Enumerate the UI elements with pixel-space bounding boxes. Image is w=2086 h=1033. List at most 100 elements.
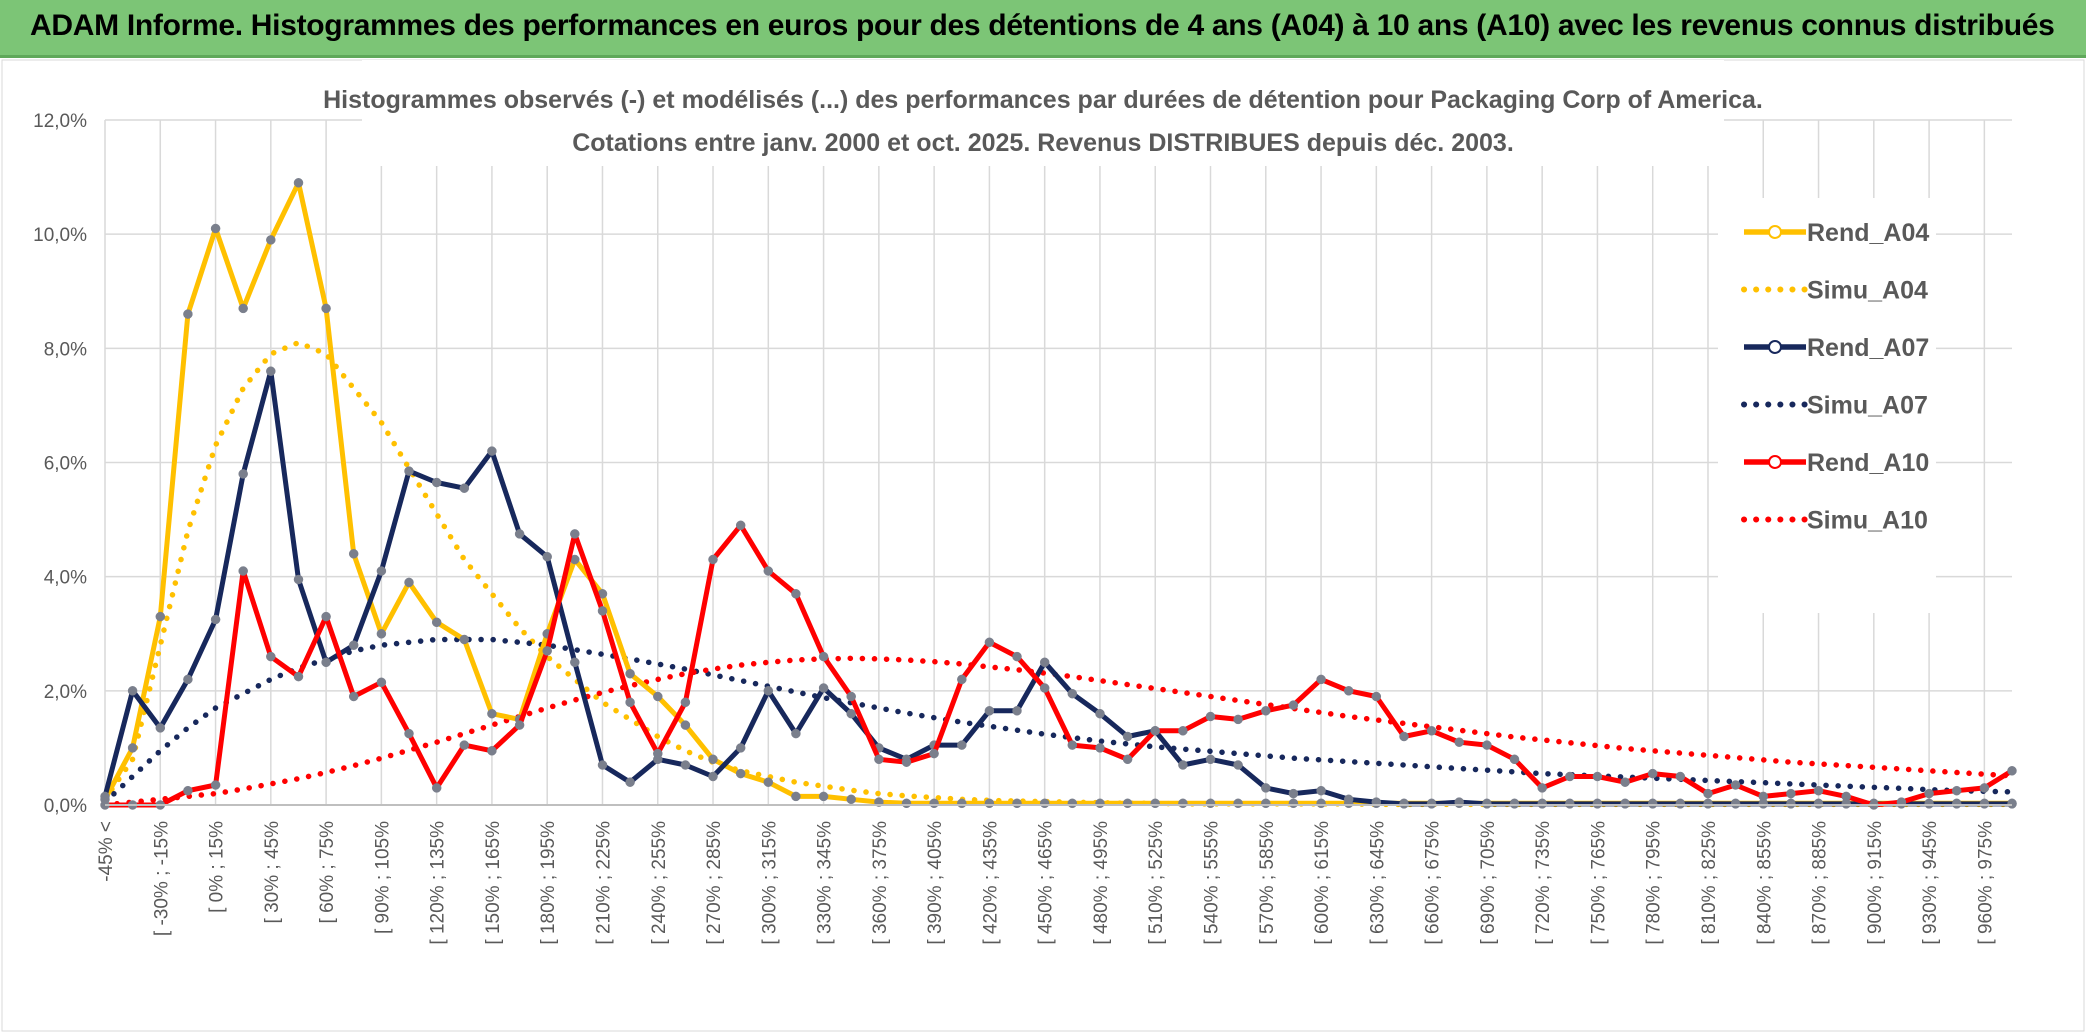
point-rend-a07 bbox=[348, 640, 359, 650]
point-rend-a04 bbox=[155, 611, 166, 622]
point-rend-a10 bbox=[1150, 726, 1160, 736]
point-rend-a04 bbox=[1288, 798, 1299, 809]
point-rend-a07 bbox=[1647, 799, 1658, 809]
x-tick-label: -45% < bbox=[96, 821, 117, 882]
point-rend-a07 bbox=[570, 657, 580, 668]
point-rend-a10 bbox=[293, 671, 304, 682]
point-rend-a07 bbox=[1509, 799, 1520, 809]
point-rend-a10 bbox=[1095, 743, 1105, 753]
point-rend-a10 bbox=[266, 651, 276, 662]
point-rend-a07 bbox=[1730, 799, 1741, 809]
x-tick-label: [ 570% ; 585% bbox=[1257, 821, 1278, 945]
series-line-rend-a07 bbox=[102, 368, 2012, 807]
x-tick-label: [ 930% ; 945% bbox=[1920, 821, 1941, 945]
point-rend-a04 bbox=[1178, 798, 1188, 809]
point-rend-a07 bbox=[1786, 799, 1796, 809]
point-rend-a10 bbox=[818, 651, 829, 662]
point-rend-a10 bbox=[653, 748, 663, 759]
point-rend-a10 bbox=[1482, 740, 1492, 750]
point-rend-a10 bbox=[1316, 674, 1326, 685]
point-rend-a07 bbox=[1703, 799, 1713, 809]
point-rend-a10 bbox=[1509, 754, 1520, 765]
point-rend-a10 bbox=[1786, 788, 1796, 799]
x-tick-label: [ 750% ; 765% bbox=[1588, 821, 1609, 945]
point-rend-a10 bbox=[1620, 777, 1630, 787]
point-rend-a04 bbox=[1233, 798, 1243, 809]
point-rend-a07 bbox=[1675, 799, 1686, 809]
x-tick-label: [ 720% ; 735% bbox=[1533, 821, 1554, 945]
point-rend-a10 bbox=[791, 589, 801, 599]
point-rend-a07 bbox=[183, 674, 193, 685]
point-rend-a04 bbox=[348, 549, 359, 559]
legend-label-rend-a04: Rend_A04 bbox=[1807, 219, 1929, 247]
point-rend-a07 bbox=[1426, 799, 1437, 809]
point-rend-a04 bbox=[321, 303, 331, 314]
point-rend-a07 bbox=[597, 760, 608, 770]
point-rend-a07 bbox=[1979, 799, 1990, 809]
x-tick-label: [ 150% ; 165% bbox=[483, 821, 504, 945]
point-rend-a04 bbox=[763, 777, 774, 787]
x-tick-label: [ 270% ; 285% bbox=[704, 821, 725, 945]
point-rend-a07 bbox=[708, 771, 718, 782]
point-rend-a07 bbox=[514, 529, 525, 539]
point-rend-a07 bbox=[293, 574, 304, 585]
x-tick-label: [ 840% ; 855% bbox=[1754, 821, 1775, 945]
point-rend-a04 bbox=[1261, 798, 1271, 809]
point-rend-a10 bbox=[459, 740, 470, 750]
x-tick-label: [ -30% ; -15% bbox=[151, 821, 172, 936]
point-rend-a04 bbox=[846, 794, 856, 805]
series-line-simu-a10 bbox=[102, 655, 2015, 808]
point-rend-a10 bbox=[1288, 700, 1299, 710]
point-rend-a10 bbox=[1067, 740, 1078, 750]
point-rend-a10 bbox=[404, 728, 414, 739]
point-rend-a04 bbox=[1150, 798, 1160, 809]
point-rend-a04 bbox=[1067, 798, 1078, 809]
point-rend-a10 bbox=[901, 757, 912, 767]
point-rend-a07 bbox=[1067, 688, 1078, 699]
point-rend-a10 bbox=[846, 691, 856, 702]
chart-title-line-1: Histogrammes observés (-) et modélisés (… bbox=[323, 86, 1763, 114]
x-tick-label: [ 870% ; 885% bbox=[1810, 821, 1831, 945]
axes: 0,0% 2,0% 4,0% 6,0% 8,0% 10,0% 12,0% -45% < [ -3… bbox=[33, 111, 2012, 945]
y-tick-label: 6,0% bbox=[44, 454, 87, 475]
legend-marker-rend-a10 bbox=[1768, 455, 1782, 469]
x-tick-label: [ 510% ; 525% bbox=[1146, 821, 1167, 945]
point-rend-a10 bbox=[570, 529, 580, 539]
point-rend-a07 bbox=[957, 740, 967, 750]
point-rend-a07 bbox=[1205, 754, 1216, 765]
point-rend-a10 bbox=[1371, 691, 1382, 702]
point-rend-a07 bbox=[1813, 799, 1824, 809]
point-rend-a07 bbox=[1261, 783, 1271, 793]
point-rend-a10 bbox=[542, 646, 552, 656]
point-rend-a10 bbox=[763, 566, 774, 576]
point-rend-a10 bbox=[1841, 791, 1851, 802]
point-rend-a07 bbox=[763, 686, 774, 696]
x-tick-label: [ 330% ; 345% bbox=[815, 821, 836, 945]
point-rend-a04 bbox=[929, 798, 939, 809]
point-rend-a07 bbox=[680, 760, 691, 770]
series-line-rend-a10 bbox=[105, 522, 2014, 808]
point-rend-a04 bbox=[431, 617, 442, 628]
point-rend-a10 bbox=[1675, 771, 1686, 782]
point-rend-a04 bbox=[1122, 798, 1133, 809]
point-rend-a10 bbox=[210, 780, 221, 790]
x-tick-label: [ 780% ; 795% bbox=[1644, 821, 1665, 945]
legend-marker-rend-a04 bbox=[1768, 225, 1782, 239]
point-rend-a07 bbox=[127, 686, 138, 696]
point-rend-a10 bbox=[1012, 651, 1022, 662]
x-tick-label: [ 810% ; 825% bbox=[1699, 821, 1720, 945]
series-line-simu-a07 bbox=[102, 636, 2015, 805]
x-tick-label: [ 180% ; 195% bbox=[538, 821, 559, 945]
report-banner: ADAM Informe. Histogrammes des performan… bbox=[0, 0, 2086, 58]
point-rend-a04 bbox=[404, 577, 414, 588]
point-rend-a04 bbox=[1205, 798, 1216, 809]
x-tick-label: [ 690% ; 705% bbox=[1478, 821, 1499, 945]
point-rend-a10 bbox=[183, 785, 193, 796]
x-tick-label: [ 600% ; 615% bbox=[1312, 821, 1333, 945]
point-rend-a07 bbox=[1951, 799, 1962, 809]
x-tick-label: [ 120% ; 135% bbox=[428, 821, 449, 945]
chart-container: 0,0% 2,0% 4,0% 6,0% 8,0% 10,0% 12,0% -45% < [ -3… bbox=[0, 58, 2086, 1033]
point-rend-a10 bbox=[1730, 780, 1741, 790]
point-rend-a04 bbox=[957, 798, 967, 809]
point-rend-a04 bbox=[708, 754, 718, 765]
